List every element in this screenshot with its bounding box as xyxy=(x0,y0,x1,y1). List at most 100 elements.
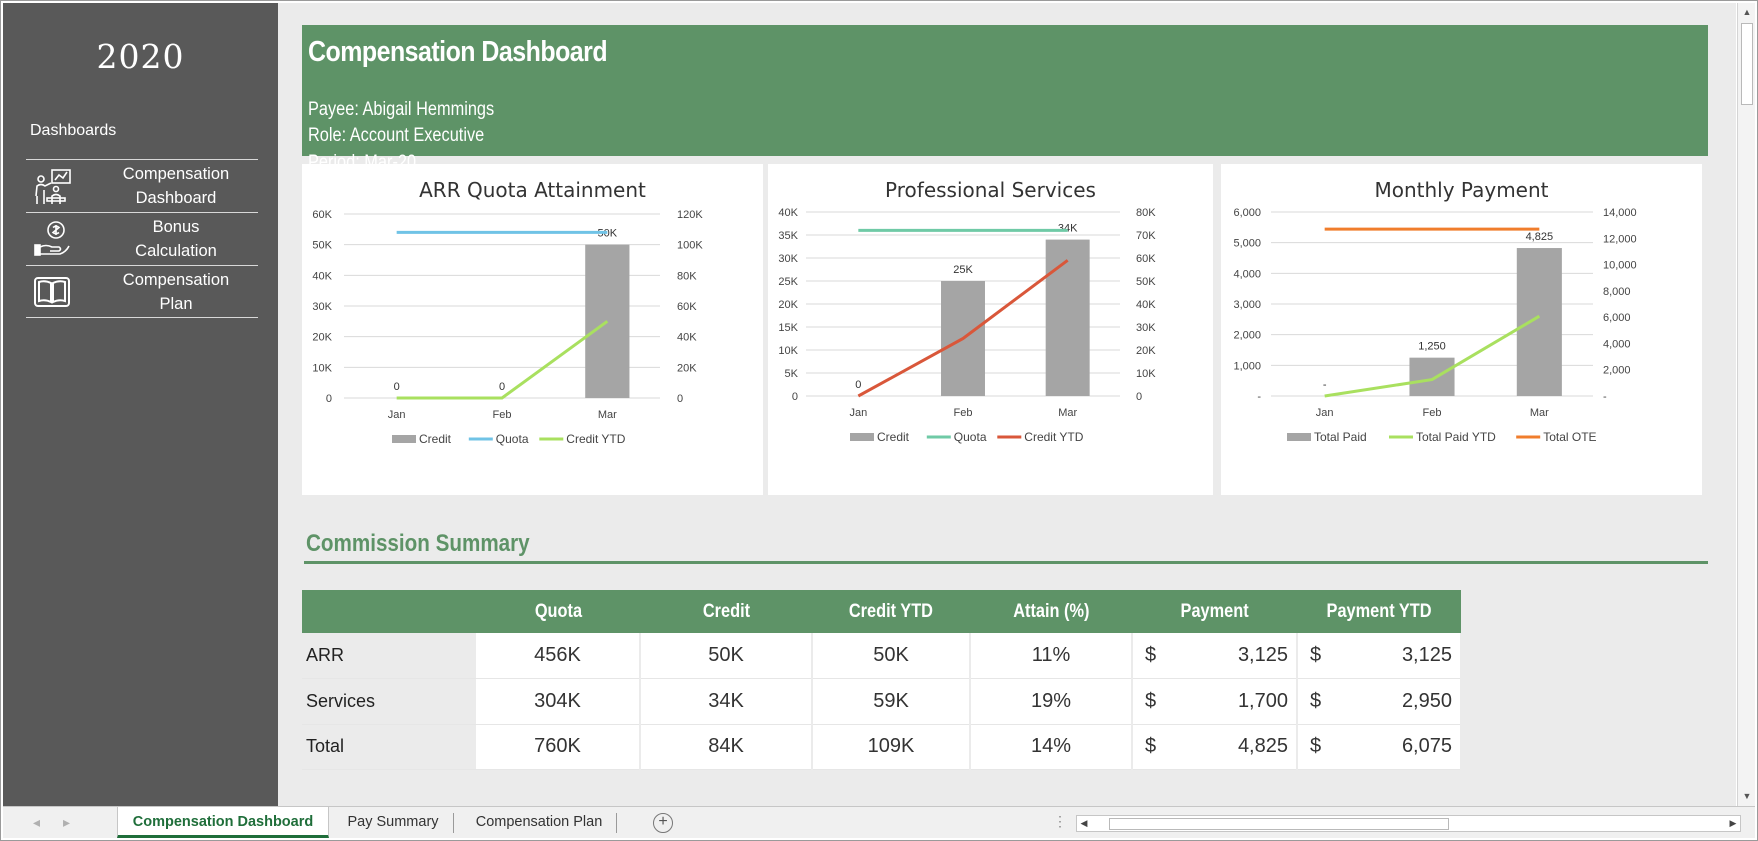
scroll-thumb[interactable] xyxy=(1109,818,1449,830)
scroll-up-icon[interactable]: ▲ xyxy=(1742,7,1752,17)
chart-professional-services[interactable]: Professional Services 0 5K 10K 15K 20K 25K 30K… xyxy=(768,164,1213,495)
sidebar-item-bonus-calculation[interactable]: Bonus Calculation xyxy=(26,212,258,265)
tab-compensation-plan[interactable]: Compensation Plan xyxy=(475,814,603,830)
credit-ytd-cell[interactable]: 50K xyxy=(812,633,971,679)
column-header: Attain (%) xyxy=(970,590,1132,633)
y2-tick-label: 2,000 xyxy=(1603,365,1631,377)
sidebar-item-compensation-dashboard[interactable]: Compensation Dashboard xyxy=(26,159,258,212)
dashboard-header: Compensation Dashboard Payee: Abigail He… xyxy=(302,25,1708,173)
x-tick-label: Feb xyxy=(493,409,512,421)
vertical-scrollbar[interactable]: ▲ ▼ xyxy=(1737,3,1755,806)
y2-tick-label: 4,000 xyxy=(1603,338,1631,350)
series-line xyxy=(1324,314,1541,398)
chart-svg: 0 5K 10K 15K 20K 25K 30K 35K 40K 0 10K 20K 30K 40K 50K… xyxy=(778,207,1156,444)
splitter-handle-icon[interactable]: ⋮ xyxy=(1053,813,1067,829)
y2-tick-label: 8,000 xyxy=(1603,286,1631,298)
bar xyxy=(1409,357,1455,396)
scroll-left-icon[interactable]: ◀ xyxy=(1080,818,1088,828)
row-label: Services xyxy=(302,678,476,725)
credit-ytd-cell[interactable]: 59K xyxy=(812,678,971,725)
y-tick-label: 60K xyxy=(312,209,332,221)
credit-ytd-cell[interactable]: 109K xyxy=(812,724,971,770)
scroll-thumb[interactable] xyxy=(1741,23,1753,105)
add-sheet-icon[interactable]: + xyxy=(653,813,673,833)
column-header: Credit xyxy=(640,590,812,633)
year-label: 2020 xyxy=(96,37,185,76)
payment-ytd-cell[interactable]: $3,125 xyxy=(1297,633,1462,679)
chart-monthly-payment[interactable]: Monthly Payment - 1,000 2,000 3,000 4,000 5,0… xyxy=(1221,164,1702,495)
x-tick-label: Jan xyxy=(1316,407,1334,419)
y-tick-label: 2,000 xyxy=(1233,330,1261,342)
data-label: 1,250 xyxy=(1418,341,1446,353)
chart-svg: - 1,000 2,000 3,000 4,000 5,000 6,000 - 2,000 4,0… xyxy=(1233,207,1637,444)
quota-cell[interactable]: 456K xyxy=(476,633,641,679)
sidebar-item-label: Compensation xyxy=(122,270,230,289)
row-label: Total xyxy=(302,724,476,770)
payment-ytd-cell[interactable]: $6,075 xyxy=(1297,724,1462,770)
credit-cell[interactable]: 50K xyxy=(640,633,813,679)
x-tick-label: Jan xyxy=(849,407,867,419)
payment-value: 1,700 xyxy=(1237,689,1288,712)
payment-cell[interactable]: $3,125 xyxy=(1132,633,1298,679)
legend-label: Credit YTD xyxy=(1024,430,1083,444)
scroll-right-icon[interactable]: ▶ xyxy=(1729,818,1737,828)
y2-tick-label: 20K xyxy=(1136,345,1156,357)
y2-tick-label: 10K xyxy=(1136,368,1156,380)
table-header-blank xyxy=(302,590,476,633)
y-tick-label: 4,000 xyxy=(1233,268,1261,280)
y2-tick-label: 80K xyxy=(1136,207,1156,219)
y-tick-label: 6,000 xyxy=(1233,207,1261,219)
y-tick-label: 30K xyxy=(778,253,798,265)
sidebar-nav: Compensation Dashboard Bonus Calculation xyxy=(26,159,258,318)
sidebar-item-label: Bonus xyxy=(152,218,200,236)
legend-label: Quota xyxy=(496,432,529,446)
y2-tick-label: 10,000 xyxy=(1603,260,1637,272)
y-tick-label: - xyxy=(1257,391,1261,403)
legend-label: Credit YTD xyxy=(566,432,625,446)
scroll-down-icon[interactable]: ▼ xyxy=(1742,791,1752,801)
next-sheet-icon[interactable]: ▸ xyxy=(63,814,71,830)
payment-ytd-cell[interactable]: $2,950 xyxy=(1297,678,1462,725)
prev-sheet-icon[interactable]: ◂ xyxy=(33,814,41,830)
quota-cell[interactable]: 760K xyxy=(476,724,641,770)
y-tick-label: 20K xyxy=(778,299,798,311)
quota-cell[interactable]: 304K xyxy=(476,678,641,725)
sheet-tab-bar: ◂ ▸ Compensation Dashboard Pay Summary C… xyxy=(3,806,1755,838)
currency-symbol: $ xyxy=(1145,735,1157,758)
sidebar-item-compensation-plan[interactable]: Compensation Plan xyxy=(26,265,258,318)
payment-cell[interactable]: $4,825 xyxy=(1132,724,1298,770)
y-tick-label: 0 xyxy=(326,393,332,405)
sidebar: 2020 Dashboards Compensation Dashboard xyxy=(3,3,278,806)
attain-cell[interactable]: 11% xyxy=(970,633,1133,679)
y2-tick-label: 40K xyxy=(677,332,697,344)
tab-compensation-dashboard[interactable]: Compensation Dashboard xyxy=(117,807,329,838)
y-tick-label: 3,000 xyxy=(1233,299,1261,311)
legend-label: Total Paid xyxy=(1314,430,1367,444)
credit-cell[interactable]: 84K xyxy=(640,724,813,770)
legend-label: Credit xyxy=(877,430,910,444)
sidebar-item-label: Plan xyxy=(159,294,193,313)
y-tick-label: 30K xyxy=(312,301,332,313)
currency-symbol: $ xyxy=(1310,689,1322,712)
chart-title: Professional Services xyxy=(885,178,1096,202)
section-title: Commission Summary xyxy=(306,530,530,557)
table-header-row: Quota Credit Credit YTD Attain (%) Payme… xyxy=(302,590,1461,633)
attain-cell[interactable]: 19% xyxy=(970,678,1133,725)
y-tick-label: 5K xyxy=(785,368,799,380)
currency-symbol: $ xyxy=(1145,689,1157,712)
legend-label: Total Paid YTD xyxy=(1416,430,1496,444)
payment-ytd-value: 6,075 xyxy=(1401,735,1452,758)
legend-swatch xyxy=(392,435,416,443)
payment-cell[interactable]: $1,700 xyxy=(1132,678,1298,725)
chart-arr-quota-attainment[interactable]: ARR Quota Attainment 0 10K 20K 30K 40K 50K 60K… xyxy=(302,164,763,495)
credit-cell[interactable]: 34K xyxy=(640,678,813,725)
currency-symbol: $ xyxy=(1310,644,1322,666)
y-tick-label: 10K xyxy=(778,345,798,357)
legend-swatch xyxy=(1287,433,1311,441)
tab-separator xyxy=(616,813,617,833)
legend-label: Quota xyxy=(954,430,987,444)
payment-value: 3,125 xyxy=(1237,644,1288,666)
horizontal-scrollbar[interactable]: ◀ ▶ xyxy=(1076,815,1741,832)
tab-pay-summary[interactable]: Pay Summary xyxy=(347,814,439,830)
attain-cell[interactable]: 14% xyxy=(970,724,1133,770)
